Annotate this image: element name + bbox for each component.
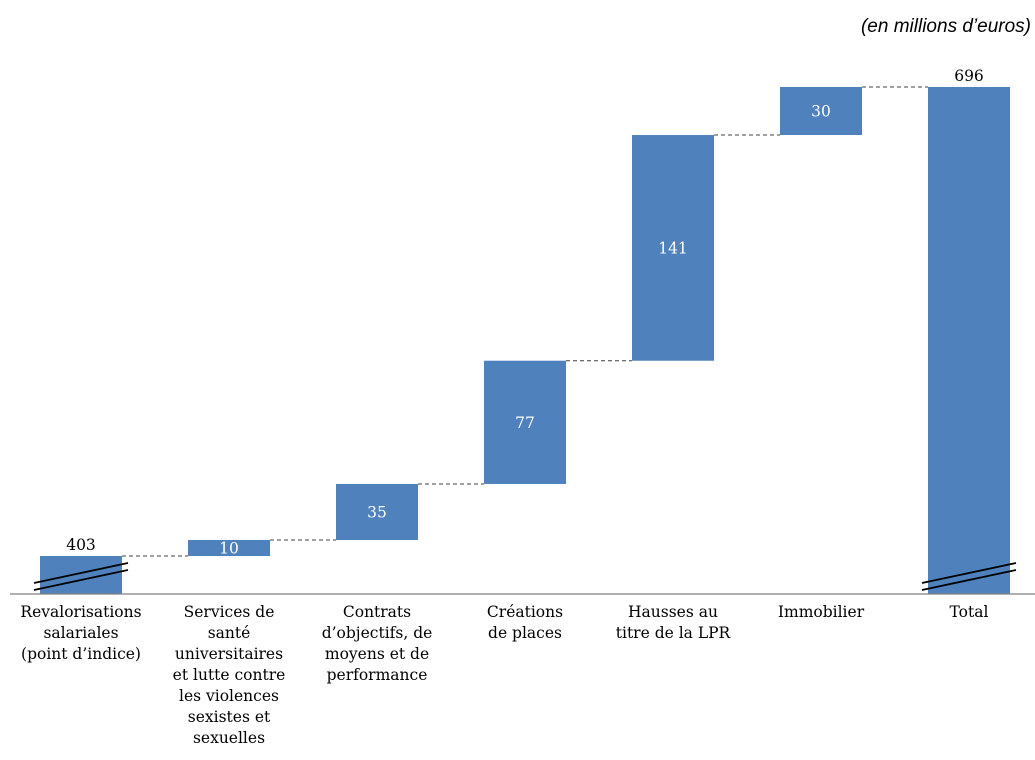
connector-lines xyxy=(122,86,928,557)
value-label-2: 35 xyxy=(367,503,387,521)
value-label-6: 696 xyxy=(954,67,984,85)
bar-3 xyxy=(484,360,566,484)
bars xyxy=(40,87,1010,594)
axis-break-line-0-0 xyxy=(33,562,129,584)
category-label-1: Services de santé universitaires et lutt… xyxy=(172,603,286,747)
bar-5 xyxy=(780,87,862,136)
bar-2 xyxy=(336,483,418,540)
value-label-5: 30 xyxy=(811,103,831,121)
bar-6 xyxy=(928,87,1010,594)
bar-1 xyxy=(188,539,270,556)
value-label-3: 77 xyxy=(515,414,535,432)
axis-break-line-0-1 xyxy=(33,569,129,591)
axis-break-line-6-1 xyxy=(921,569,1017,591)
axis-breaks xyxy=(33,562,1017,591)
category-label-3: Créations de places xyxy=(486,603,564,642)
category-label-2: Contrats d’objectifs, de moyens et de pe… xyxy=(321,603,433,684)
value-label-4: 141 xyxy=(658,239,688,257)
value-labels: 403 10 35 77 141 30 696 xyxy=(66,67,984,557)
category-label-6: Total xyxy=(949,603,989,621)
unit-note: (en millions d’euros) xyxy=(860,16,1031,37)
value-label-0: 403 xyxy=(66,536,96,554)
value-label-1: 10 xyxy=(219,539,239,557)
axis-break-line-6-0 xyxy=(921,562,1017,584)
category-label-5: Immobilier xyxy=(777,603,865,621)
bar-0 xyxy=(40,556,122,594)
bar-4 xyxy=(632,135,714,361)
category-label-0: Revalorisations salariales (point d’indi… xyxy=(20,603,142,663)
category-label-4: Hausses au titre de la LPR xyxy=(615,603,731,642)
